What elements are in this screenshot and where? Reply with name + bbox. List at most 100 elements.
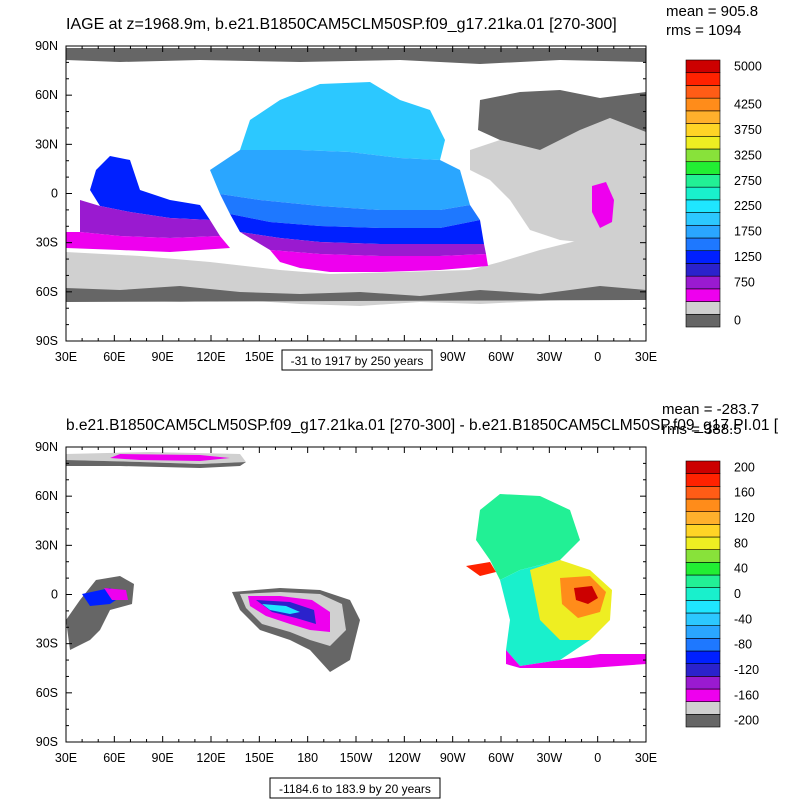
top-colorbar-box — [685, 161, 721, 175]
bottom-colorbar-label: 40 — [734, 562, 748, 576]
bottom-lat-label: 30N — [35, 538, 58, 552]
top-colorbar-box — [685, 237, 721, 252]
bottom-lon-label: 150E — [245, 751, 274, 765]
bottom-lon-label: 150W — [340, 751, 373, 765]
top-colorbar-box — [685, 313, 721, 328]
top-rms: rms = 1094 — [666, 22, 741, 39]
bottom-colorbar-label: 160 — [734, 486, 755, 500]
bottom-colorbar-box — [685, 486, 721, 500]
top-colorbar-box — [685, 123, 721, 137]
bottom-rms: rms = 388.5 — [662, 421, 742, 438]
bottom-atlantic-red — [574, 586, 598, 604]
bottom-lon-label: 90W — [440, 751, 466, 765]
bottom-colorbar-box — [685, 562, 721, 576]
top-indian-magenta — [66, 232, 230, 252]
top-colorbar: 0 750 1250 1750 2250 2750 3250 3750 4250 5000 — [685, 59, 762, 328]
top-mean: mean = 905.8 — [666, 3, 758, 20]
bottom-colorbar-box — [685, 536, 721, 550]
bottom-colorbar-box — [685, 511, 721, 525]
top-colorbar-box — [685, 97, 721, 112]
top-colorbar-label: 1750 — [734, 225, 762, 239]
top-colorbar-label: 3250 — [734, 148, 762, 162]
bottom-arctic-magenta — [110, 454, 230, 461]
top-colorbar-box — [685, 275, 721, 290]
bottom-caption-box — [269, 777, 441, 799]
top-lon-label: 90W — [440, 350, 466, 364]
top-north-atlantic-dark — [478, 90, 646, 150]
top-colorbar-box — [685, 85, 721, 99]
bottom-axes: 30E 60E 90E 120E 150E 180 150W 120W 90W 60W 30W 0 30… — [35, 440, 657, 765]
bottom-colorbar-box — [685, 625, 721, 639]
top-colorbar-label: 4250 — [734, 98, 762, 112]
bottom-lat-label: 60S — [36, 686, 58, 700]
top-colorbar-box — [685, 135, 721, 150]
top-colorbar-box — [685, 301, 721, 315]
top-colorbar-box — [685, 263, 721, 277]
top-indian-blue — [90, 156, 210, 220]
bottom-colorbar-box — [685, 473, 721, 487]
top-lat-label: 90S — [36, 334, 58, 348]
bottom-map-field — [66, 452, 646, 672]
bottom-colorbar-label: -80 — [734, 638, 752, 652]
bottom-lon-label: 0 — [594, 751, 601, 765]
bottom-colorbar-box — [685, 600, 721, 614]
bottom-colorbar-box — [685, 460, 721, 474]
top-pacific-blue — [220, 194, 480, 228]
bottom-lon-label: 120W — [388, 751, 421, 765]
top-lat-label: 0 — [51, 187, 58, 201]
bottom-colorbar-box — [685, 549, 721, 563]
top-colorbar-box — [685, 148, 721, 163]
bottom-lon-label: 60W — [488, 751, 514, 765]
bottom-lon-label: 90E — [152, 751, 174, 765]
bottom-colorbar-box — [685, 574, 721, 588]
bottom-lat-label: 90N — [35, 440, 58, 454]
bottom-arctic-dark — [66, 460, 246, 468]
bottom-atlantic-green — [476, 494, 580, 580]
top-colorbar-label: 0 — [734, 314, 741, 328]
top-colorbar-label: 750 — [734, 276, 755, 290]
top-colorbar-box — [685, 59, 721, 74]
top-colorbar-label: 3750 — [734, 123, 762, 137]
bottom-lon-label: 180 — [297, 751, 318, 765]
top-lat-label: 90N — [35, 39, 58, 53]
bottom-mean: mean = -283.7 — [662, 401, 759, 418]
top-title: IAGE at z=1968.9m, b.e21.B1850CAM5CLM50S… — [66, 16, 617, 33]
bottom-colorbar-box — [685, 663, 721, 677]
bottom-atlantic-magenta — [506, 650, 646, 668]
top-colorbar-box — [685, 212, 721, 226]
bottom-lat-label: 60N — [35, 489, 58, 503]
top-colorbar-box — [685, 288, 721, 302]
bottom-colorbar-box — [685, 524, 721, 538]
top-caption-box — [281, 349, 433, 371]
top-pacific-magenta — [270, 250, 488, 272]
bottom-indian-field — [66, 576, 134, 650]
top-colorbar-box — [685, 224, 721, 239]
top-lon-label: 60E — [103, 350, 125, 364]
top-colorbar-label: 5000 — [734, 59, 762, 73]
bottom-colorbar-box — [685, 638, 721, 652]
top-colorbar-box — [685, 174, 721, 188]
top-pacific-darkblue — [230, 214, 484, 244]
top-lon-label: 150E — [245, 350, 274, 364]
bottom-colorbar-box — [685, 498, 721, 512]
top-panel: IAGE at z=1968.9m, b.e21.B1850CAM5CLM50S… — [35, 3, 762, 371]
bottom-indian-magenta — [104, 588, 128, 600]
bottom-colorbar-label: -40 — [734, 612, 752, 626]
bottom-title: b.e21.B1850CAM5CLM50SP.f09_g17.21ka.01 [… — [66, 417, 779, 434]
top-lat-label: 60N — [35, 88, 58, 102]
top-lat-label: 30S — [36, 236, 58, 250]
bottom-lon-label: 30E — [635, 751, 657, 765]
bottom-panel: b.e21.B1850CAM5CLM50SP.f09_g17.21ka.01 [… — [35, 401, 779, 799]
top-colorbar-label: 1250 — [734, 250, 762, 264]
bottom-colorbar-label: -120 — [734, 663, 759, 677]
top-colorbar-box — [685, 199, 721, 213]
top-lon-label: 30W — [536, 350, 562, 364]
top-lon-label: 120E — [196, 350, 225, 364]
bottom-lat-label: 0 — [51, 588, 58, 602]
bottom-pacific-cyan — [262, 604, 300, 614]
bottom-colorbar-box — [685, 612, 721, 626]
bottom-colorbar-box — [685, 688, 721, 702]
bottom-colorbar-label: -200 — [734, 714, 759, 728]
top-indian-purple — [80, 200, 220, 238]
bottom-lon-label: 30E — [55, 751, 77, 765]
